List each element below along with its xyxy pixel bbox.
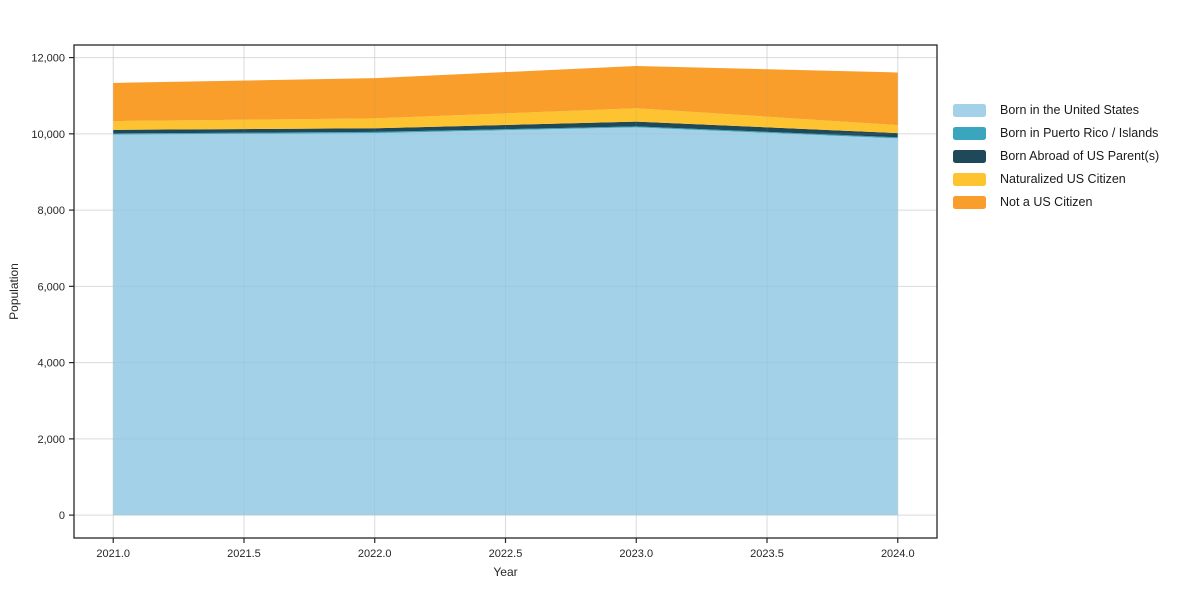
ytick-label-4000: 4,000 <box>37 358 65 370</box>
legend-label-born-abroad-of-us-parent-s: Born Abroad of US Parent(s) <box>1000 149 1160 163</box>
legend-label-born-in-the-united-states: Born in the United States <box>1000 103 1139 117</box>
ytick-label-6000: 6,000 <box>37 281 65 293</box>
xtick-label-2021.5: 2021.5 <box>227 548 261 560</box>
legend-label-born-in-puerto-rico-islands: Born in Puerto Rico / Islands <box>1000 126 1159 140</box>
xtick-label-2024: 2024.0 <box>881 548 915 560</box>
area-not-a-us-citizen <box>113 65 898 126</box>
legend-swatch-born-in-puerto-rico-islands <box>953 127 986 140</box>
legend-swatch-born-abroad-of-us-parent-s <box>953 150 986 163</box>
ytick-label-2000: 2,000 <box>37 434 65 446</box>
area-born-abroad-of-us-parent-s <box>113 121 898 138</box>
legend-label-naturalized-us-citizen: Naturalized US Citizen <box>1000 172 1126 186</box>
xtick-label-2023: 2023.0 <box>619 548 653 560</box>
legend-item-born-abroad-of-us-parent-s: Born Abroad of US Parent(s) <box>953 150 1159 163</box>
legend-swatch-naturalized-us-citizen <box>953 173 986 186</box>
legend-swatch-not-a-us-citizen <box>953 196 986 209</box>
legend: Born in the United States Born in Puerto … <box>953 104 1159 209</box>
y-axis-label: Population <box>7 263 21 320</box>
xtick-label-2021: 2021.0 <box>96 548 130 560</box>
xtick-label-2023.5: 2023.5 <box>750 548 784 560</box>
legend-item-born-in-the-united-states: Born in the United States <box>953 104 1159 117</box>
ytick-label-0: 0 <box>59 510 65 522</box>
ytick-label-12000: 12,000 <box>31 53 65 65</box>
legend-item-not-a-us-citizen: Not a US Citizen <box>953 196 1159 209</box>
area-born-in-puerto-rico-islands <box>113 126 898 139</box>
area-naturalized-us-citizen <box>113 108 898 134</box>
ytick-label-10000: 10,000 <box>31 129 65 141</box>
legend-item-born-in-puerto-rico-islands: Born in Puerto Rico / Islands <box>953 127 1159 140</box>
area-born-in-the-united-states <box>113 127 898 516</box>
legend-item-naturalized-us-citizen: Naturalized US Citizen <box>953 173 1159 186</box>
ytick-label-8000: 8,000 <box>37 205 65 217</box>
legend-swatch-born-in-the-united-states <box>953 104 986 117</box>
x-axis-label: Year <box>493 565 517 579</box>
legend-label-not-a-us-citizen: Not a US Citizen <box>1000 195 1093 209</box>
xtick-label-2022.5: 2022.5 <box>489 548 523 560</box>
xtick-label-2022: 2022.0 <box>358 548 392 560</box>
